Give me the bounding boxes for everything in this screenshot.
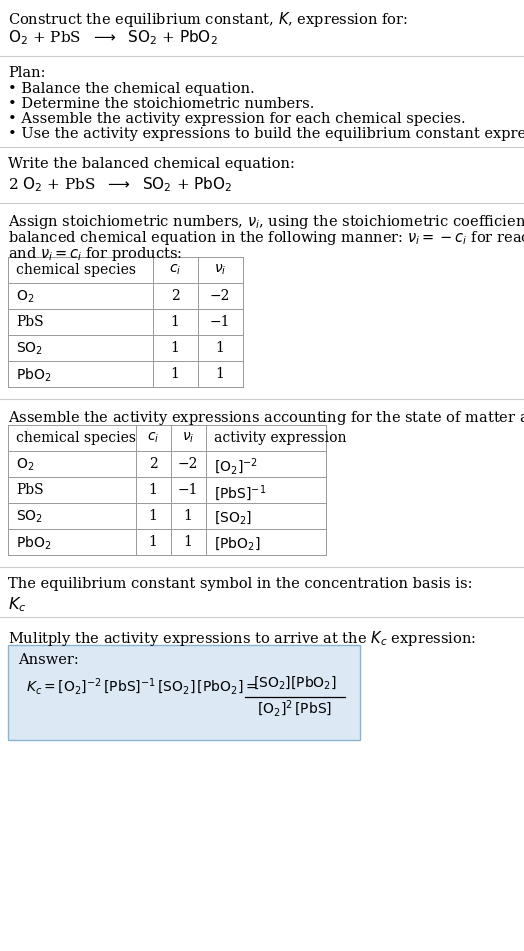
Text: balanced chemical equation in the following manner: $\nu_i = -c_i$ for reactants: balanced chemical equation in the follow… xyxy=(8,229,524,247)
Text: −1: −1 xyxy=(210,315,230,329)
Text: 2 $\mathrm{O_2}$ + PbS  $\longrightarrow$  $\mathrm{SO_2}$ + $\mathrm{PbO_2}$: 2 $\mathrm{O_2}$ + PbS $\longrightarrow$… xyxy=(8,175,232,194)
Text: $\nu_i$: $\nu_i$ xyxy=(182,431,194,445)
Text: $\mathrm{SO_2}$: $\mathrm{SO_2}$ xyxy=(16,509,43,525)
Text: 1: 1 xyxy=(149,535,157,549)
Text: The equilibrium constant symbol in the concentration basis is:: The equilibrium constant symbol in the c… xyxy=(8,577,473,591)
Text: 2: 2 xyxy=(171,289,179,303)
Text: 1: 1 xyxy=(171,315,179,329)
Text: $\mathrm{PbO_2}$: $\mathrm{PbO_2}$ xyxy=(16,367,51,384)
Text: Assign stoichiometric numbers, $\nu_i$, using the stoichiometric coefficients, $: Assign stoichiometric numbers, $\nu_i$, … xyxy=(8,213,524,231)
Text: $K_c = [\mathrm{O_2}]^{-2}\,[\mathrm{PbS}]^{-1}\,[\mathrm{SO_2}]\,[\mathrm{PbO_2: $K_c = [\mathrm{O_2}]^{-2}\,[\mathrm{PbS… xyxy=(26,677,257,697)
Text: 1: 1 xyxy=(171,367,179,381)
Text: Plan:: Plan: xyxy=(8,66,46,80)
Text: $[\mathrm{PbO_2}]$: $[\mathrm{PbO_2}]$ xyxy=(214,535,260,552)
Text: activity expression: activity expression xyxy=(214,431,346,445)
Text: $\mathrm{SO_2}$: $\mathrm{SO_2}$ xyxy=(16,341,43,358)
Text: $[\mathrm{SO_2}][\mathrm{PbO_2}]$: $[\mathrm{SO_2}][\mathrm{PbO_2}]$ xyxy=(253,674,337,691)
Text: 1: 1 xyxy=(149,483,157,497)
Text: $[\mathrm{PbS}]^{-1}$: $[\mathrm{PbS}]^{-1}$ xyxy=(214,483,266,503)
Text: $\nu_i$: $\nu_i$ xyxy=(214,263,226,278)
Text: 1: 1 xyxy=(183,509,192,523)
Text: • Assemble the activity expression for each chemical species.: • Assemble the activity expression for e… xyxy=(8,112,466,126)
Text: −2: −2 xyxy=(178,457,198,471)
Text: 1: 1 xyxy=(215,341,224,355)
Text: −2: −2 xyxy=(210,289,230,303)
Text: 2: 2 xyxy=(149,457,157,471)
Text: 1: 1 xyxy=(183,535,192,549)
Text: $[\mathrm{SO_2}]$: $[\mathrm{SO_2}]$ xyxy=(214,509,252,526)
Text: $\mathrm{O_2}$ + PbS  $\longrightarrow$  $\mathrm{SO_2}$ + $\mathrm{PbO_2}$: $\mathrm{O_2}$ + PbS $\longrightarrow$ $… xyxy=(8,28,218,47)
Text: Construct the equilibrium constant, $K$, expression for:: Construct the equilibrium constant, $K$,… xyxy=(8,10,408,29)
Text: chemical species: chemical species xyxy=(16,263,136,277)
Text: 1: 1 xyxy=(171,341,179,355)
Text: 1: 1 xyxy=(215,367,224,381)
Text: • Use the activity expressions to build the equilibrium constant expression.: • Use the activity expressions to build … xyxy=(8,127,524,141)
Text: PbS: PbS xyxy=(16,315,43,329)
Text: Write the balanced chemical equation:: Write the balanced chemical equation: xyxy=(8,157,295,171)
Text: chemical species: chemical species xyxy=(16,431,136,445)
Text: Answer:: Answer: xyxy=(18,653,79,667)
Text: and $\nu_i = c_i$ for products:: and $\nu_i = c_i$ for products: xyxy=(8,245,182,263)
Text: Assemble the activity expressions accounting for the state of matter and $\nu_i$: Assemble the activity expressions accoun… xyxy=(8,409,524,427)
Text: $\mathrm{O_2}$: $\mathrm{O_2}$ xyxy=(16,289,34,305)
Text: • Determine the stoichiometric numbers.: • Determine the stoichiometric numbers. xyxy=(8,97,314,111)
Text: • Balance the chemical equation.: • Balance the chemical equation. xyxy=(8,82,255,96)
FancyBboxPatch shape xyxy=(8,645,360,740)
Text: $c_i$: $c_i$ xyxy=(147,431,159,445)
Text: PbS: PbS xyxy=(16,483,43,497)
Text: −1: −1 xyxy=(178,483,198,497)
Text: $\mathrm{O_2}$: $\mathrm{O_2}$ xyxy=(16,457,34,474)
Text: 1: 1 xyxy=(149,509,157,523)
Text: $K_c$: $K_c$ xyxy=(8,595,26,613)
Text: $\mathrm{PbO_2}$: $\mathrm{PbO_2}$ xyxy=(16,535,51,553)
Text: Mulitply the activity expressions to arrive at the $K_c$ expression:: Mulitply the activity expressions to arr… xyxy=(8,629,476,648)
Text: $[\mathrm{O_2}]^2\,[\mathrm{PbS}]$: $[\mathrm{O_2}]^2\,[\mathrm{PbS}]$ xyxy=(257,699,333,719)
Text: $[\mathrm{O_2}]^{-2}$: $[\mathrm{O_2}]^{-2}$ xyxy=(214,457,258,477)
Text: $c_i$: $c_i$ xyxy=(169,263,181,278)
